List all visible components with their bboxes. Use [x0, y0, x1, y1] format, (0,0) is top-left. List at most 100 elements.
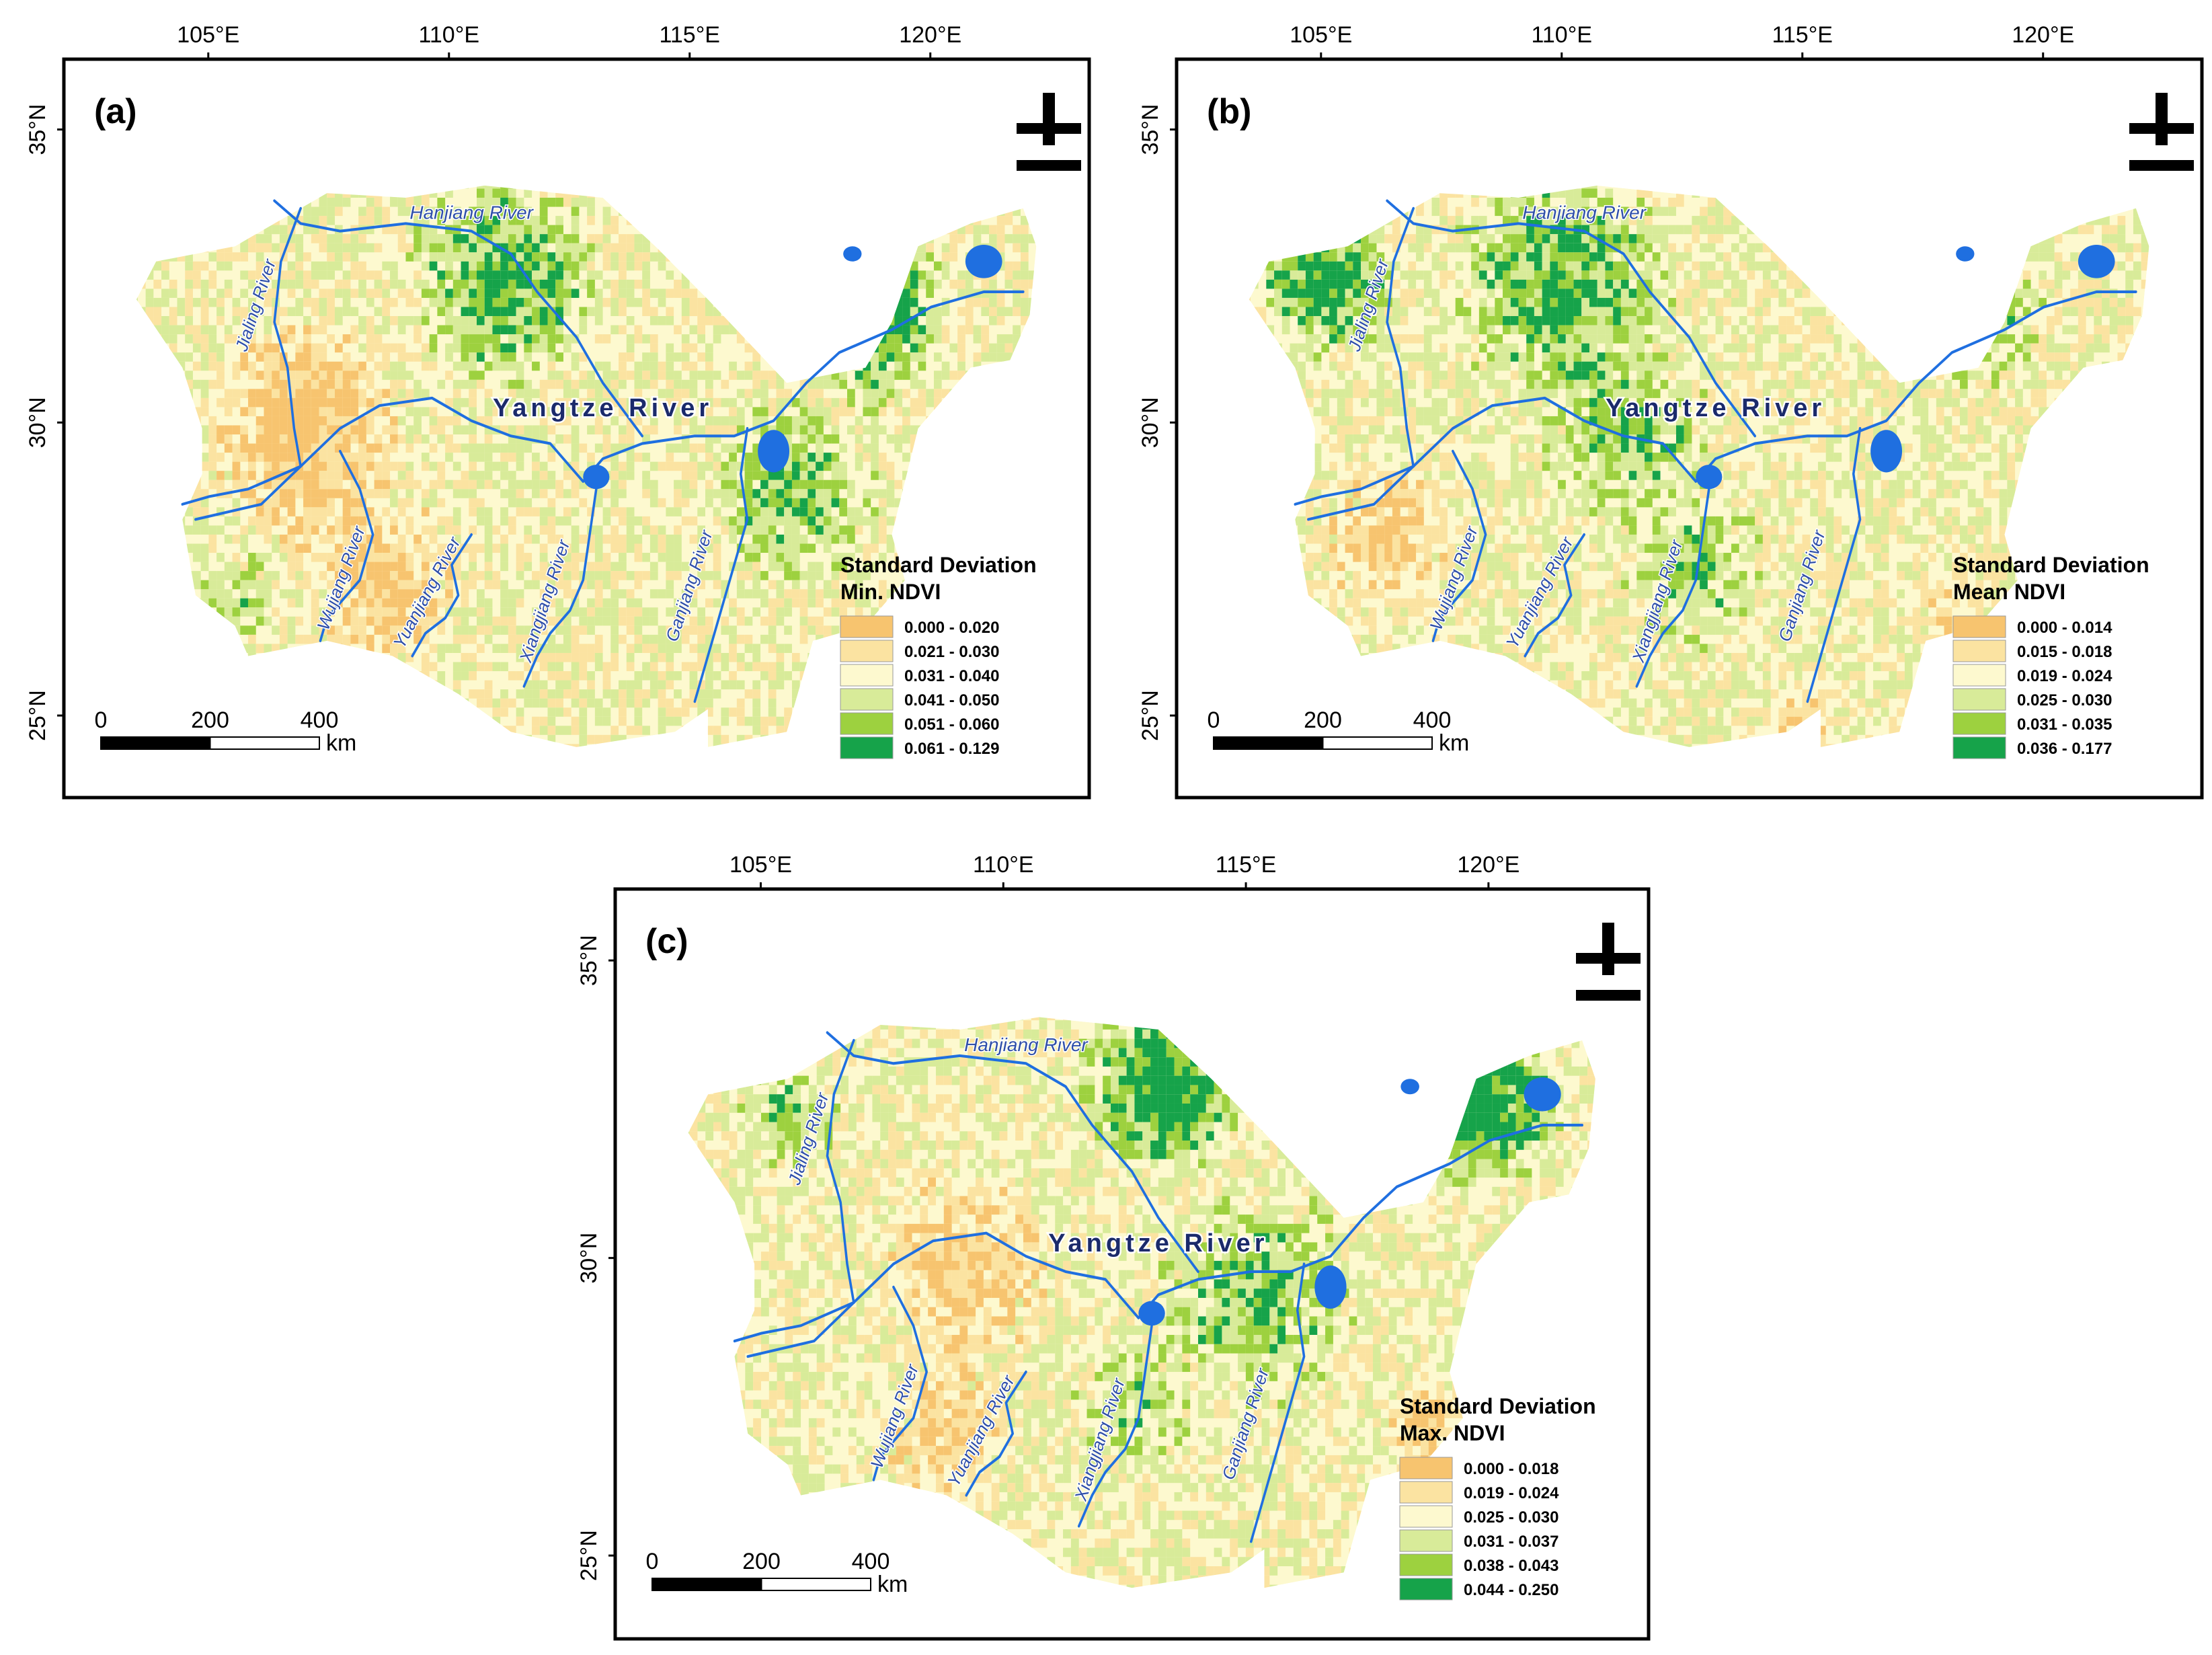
- panel-label: (c): [645, 922, 688, 961]
- lake-3: [843, 246, 862, 262]
- legend-class-label: 0.021 - 0.030: [904, 643, 999, 661]
- legend-subtitle: Max. NDVI: [1400, 1421, 1505, 1445]
- legend-class-label: 0.000 - 0.014: [2017, 619, 2112, 637]
- lon-tick-label: 105°E: [177, 22, 239, 48]
- legend-class-label: 0.044 - 0.250: [1464, 1581, 1558, 1599]
- river-wujiang: [1431, 449, 1487, 642]
- scale-bar-label: 200: [1304, 707, 1342, 733]
- legend-class-label: 0.019 - 0.024: [1464, 1484, 1559, 1502]
- river-label: Hanjiang River: [409, 202, 534, 223]
- legend-swatch: [840, 736, 894, 759]
- lake-2: [1524, 1077, 1561, 1112]
- legend-swatch: [1399, 1553, 1453, 1576]
- river-xiangjiang: [1635, 488, 1710, 688]
- legend-swatch: [1952, 688, 2006, 711]
- legend-swatch: [1952, 615, 2006, 638]
- river-yangtze: [194, 290, 1025, 521]
- legend-class-label: 0.000 - 0.018: [1464, 1460, 1558, 1478]
- river-yuanjiang: [1524, 533, 1585, 658]
- legend-swatch: [840, 664, 894, 687]
- lake-1: [1696, 465, 1723, 490]
- river-hanjiang: [273, 199, 643, 438]
- legend: Standard Deviation Max. NDVI 0.000 - 0.018…: [1399, 1394, 1596, 1601]
- scale-bar-label: 0: [1208, 707, 1220, 733]
- river-yuanjiang: [411, 533, 473, 658]
- river-wujiang: [319, 449, 374, 642]
- lat-tick-label: 35°N: [25, 104, 50, 155]
- legend-class-label: 0.019 - 0.024: [2017, 667, 2112, 685]
- north-arrow-icon: [2129, 93, 2194, 171]
- panel-label: (a): [94, 92, 137, 131]
- legend-title: Standard Deviation: [1953, 553, 2149, 577]
- scale-bar-label: 400: [1413, 707, 1452, 733]
- river-label: Yangtze River: [493, 394, 713, 422]
- river-network: [733, 1031, 1583, 1543]
- legend-class-label: 0.000 - 0.020: [904, 619, 999, 637]
- legend-swatch: [1952, 712, 2006, 735]
- river-network: [181, 199, 1025, 703]
- lat-tick-label: 30°N: [25, 397, 50, 448]
- panel-label: (b): [1207, 92, 1251, 131]
- river-yangtze: [746, 1124, 1583, 1358]
- lat-tick-label: 35°N: [576, 935, 602, 986]
- scale-bar-unit: km: [1439, 730, 1469, 756]
- lake-2: [965, 244, 1002, 278]
- river-ganjiang: [693, 426, 749, 703]
- lon-tick-label: 115°E: [1772, 22, 1833, 48]
- lon-tick-label: 110°E: [973, 852, 1033, 878]
- river-upper: [733, 1301, 855, 1343]
- lat-tick-label: 30°N: [576, 1233, 602, 1284]
- river-xiangjiang: [522, 488, 598, 688]
- lon-tick-label: 105°E: [1290, 22, 1352, 48]
- legend-swatch: [840, 712, 894, 735]
- river-hanjiang: [1386, 199, 1756, 438]
- river-yuanjiang: [965, 1370, 1027, 1497]
- river-label: Hanjiang River: [1522, 202, 1647, 223]
- river-yangtze: [1307, 290, 2137, 521]
- legend-swatch: [1399, 1481, 1453, 1504]
- river-ganjiang: [1806, 426, 1862, 703]
- river-upper: [181, 465, 302, 506]
- legend-swatch: [1952, 640, 2006, 662]
- lake-2: [2078, 244, 2115, 278]
- scale-bar-label: 0: [646, 1549, 659, 1574]
- lon-tick-label: 120°E: [1457, 852, 1519, 878]
- scale-bar-unit: km: [326, 730, 356, 756]
- river-ganjiang: [1250, 1262, 1306, 1543]
- river-label: Yangtze River: [1606, 394, 1825, 422]
- scale-bar-unit: km: [877, 1572, 908, 1597]
- legend-swatch: [840, 615, 894, 638]
- legend-class-label: 0.051 - 0.060: [904, 716, 999, 734]
- lake-1: [583, 465, 610, 490]
- legend-swatch: [1952, 664, 2006, 687]
- lake-0: [1870, 430, 1903, 473]
- scale-bar-label: 400: [301, 707, 339, 733]
- lon-tick-label: 120°E: [899, 22, 961, 48]
- legend-swatch: [1952, 736, 2006, 759]
- lat-tick-label: 25°N: [1138, 690, 1163, 741]
- lat-tick-label: 35°N: [1138, 104, 1163, 155]
- legend-class-label: 0.031 - 0.035: [2017, 716, 2112, 734]
- legend-swatch: [840, 688, 894, 711]
- lat-tick-label: 30°N: [1138, 397, 1163, 448]
- lon-tick-label: 110°E: [1532, 22, 1592, 48]
- river-jialing: [1386, 206, 1415, 468]
- lake-3: [1400, 1079, 1419, 1095]
- lake-0: [758, 430, 790, 473]
- legend-class-label: 0.031 - 0.040: [904, 667, 999, 685]
- legend-swatch: [1399, 1457, 1453, 1479]
- legend-class-label: 0.025 - 0.030: [1464, 1508, 1558, 1527]
- legend-class-label: 0.061 - 0.129: [904, 740, 999, 758]
- legend-class-label: 0.038 - 0.043: [1464, 1557, 1558, 1575]
- river-network: [1294, 199, 2137, 703]
- scale-bar-label: 200: [742, 1549, 781, 1574]
- legend-class-label: 0.025 - 0.030: [2017, 691, 2112, 709]
- river-wujiang: [872, 1285, 928, 1481]
